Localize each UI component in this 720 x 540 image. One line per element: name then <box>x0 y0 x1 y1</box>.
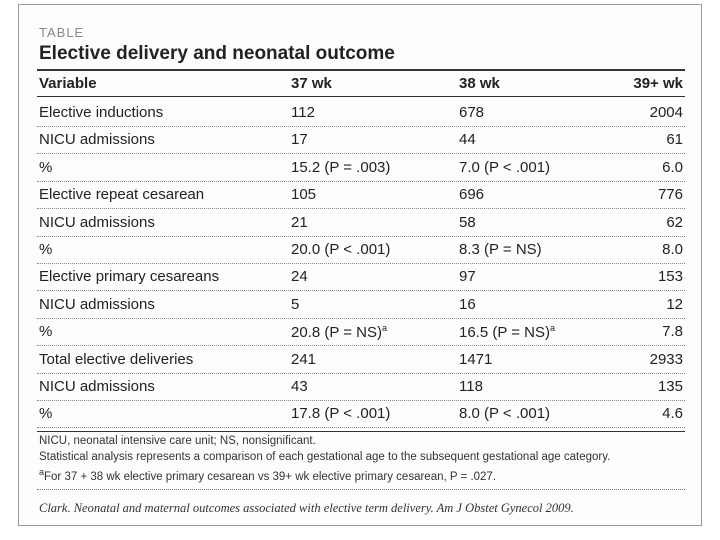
rule <box>37 431 685 432</box>
table-cell: 58 <box>459 213 476 231</box>
table-cell: NICU admissions <box>39 295 155 313</box>
table-cell: 97 <box>459 268 476 286</box>
table-cell: 16.5 (P = NS)a <box>459 323 555 341</box>
row-separator <box>37 153 685 155</box>
footnote-text: Statistical analysis represents a compar… <box>39 451 611 463</box>
footnote-mark: a <box>39 467 45 477</box>
table-cell: 4.6 <box>662 405 683 423</box>
row-separator <box>37 372 685 374</box>
footnote-mark: a <box>382 323 388 334</box>
table-cell: 2004 <box>649 104 683 121</box>
footnote: aFor 37 + 38 wk elective primary cesarea… <box>39 467 496 483</box>
table-cell: % <box>39 158 53 176</box>
table-cell: 21 <box>291 213 308 231</box>
table-cell: NICU admissions <box>39 378 155 395</box>
table-cell: 8.3 (P = NS) <box>459 241 542 258</box>
table-cell: 105 <box>291 186 317 204</box>
table-cell: 678 <box>459 104 485 121</box>
table-cell: 7.8 <box>662 323 683 341</box>
footnote: NICU, neonatal intensive care unit; NS, … <box>39 435 316 447</box>
row-separator <box>37 180 685 182</box>
table-title: Elective delivery and neonatal outcome <box>39 43 395 64</box>
table-cell: % <box>39 241 53 258</box>
column-header: 37 wk <box>291 75 332 92</box>
table-label: TABLE <box>39 25 85 40</box>
rule <box>37 489 685 490</box>
cell-text: 20.8 (P = NS) <box>291 324 383 342</box>
table-cell: 43 <box>291 378 308 395</box>
column-header: 39+ wk <box>633 75 683 92</box>
table-cell: 2933 <box>649 350 683 368</box>
citation: Clark. Neonatal and maternal outcomes as… <box>39 501 574 515</box>
row-separator <box>37 208 685 210</box>
row-separator <box>37 400 685 401</box>
table-cell: 696 <box>459 186 485 204</box>
footnote: Statistical analysis represents a compar… <box>39 451 610 463</box>
table-cell: 6.0 <box>662 158 683 176</box>
table-cell: Elective primary cesareans <box>39 268 220 286</box>
table-cell: Total elective deliveries <box>39 350 194 368</box>
table-cell: NICU admissions <box>39 213 155 231</box>
table-cell: 20.0 (P < .001) <box>291 241 391 258</box>
table-cell: 12 <box>666 295 683 313</box>
table-cell: 20.8 (P = NS)a <box>291 323 387 341</box>
row-separator <box>37 263 685 264</box>
table-cell: 135 <box>657 378 683 395</box>
table-cell: 16 <box>459 295 476 313</box>
row-separator <box>37 427 685 429</box>
table-cell: 44 <box>459 131 476 149</box>
footnote-mark: a <box>550 323 556 334</box>
table-cell: 5 <box>291 295 300 313</box>
table-cell: 118 <box>459 378 483 395</box>
table-cell: 241 <box>291 350 317 368</box>
table-cell: 24 <box>291 268 308 286</box>
row-separator <box>37 290 685 292</box>
rule <box>37 69 685 71</box>
cell-text: 16.5 (P = NS) <box>459 324 551 342</box>
table-cell: 17 <box>291 131 308 149</box>
table-cell: Elective inductions <box>39 104 164 121</box>
table-cell: 17.8 (P < .001) <box>291 405 391 423</box>
table-cell: 112 <box>291 104 315 121</box>
table-cell: % <box>39 323 53 341</box>
row-separator <box>37 126 685 127</box>
table-cell: % <box>39 405 53 423</box>
table-cell: 62 <box>666 213 683 231</box>
footnote-text: For 37 + 38 wk elective primary cesarean… <box>44 470 497 483</box>
table-cell: Elective repeat cesarean <box>39 186 205 204</box>
column-header: 38 wk <box>459 75 500 92</box>
table-panel: TABLE Elective delivery and neonatal out… <box>18 4 702 526</box>
rule <box>37 96 685 97</box>
column-header: Variable <box>39 75 97 92</box>
row-separator <box>37 345 685 347</box>
table-cell: 153 <box>657 268 683 286</box>
table-cell: 8.0 (P < .001) <box>459 405 551 423</box>
table-cell: 15.2 (P = .003) <box>291 158 391 176</box>
row-separator <box>37 317 685 319</box>
table-cell: 1471 <box>459 350 493 368</box>
table-cell: 7.0 (P < .001) <box>459 158 551 176</box>
row-separator <box>37 235 685 237</box>
table-cell: NICU admissions <box>39 131 155 149</box>
table-cell: 776 <box>657 186 683 204</box>
table-cell: 8.0 <box>662 241 683 258</box>
table-cell: 61 <box>666 131 683 149</box>
footnote-text: NICU, neonatal intensive care unit; NS, … <box>39 435 316 447</box>
